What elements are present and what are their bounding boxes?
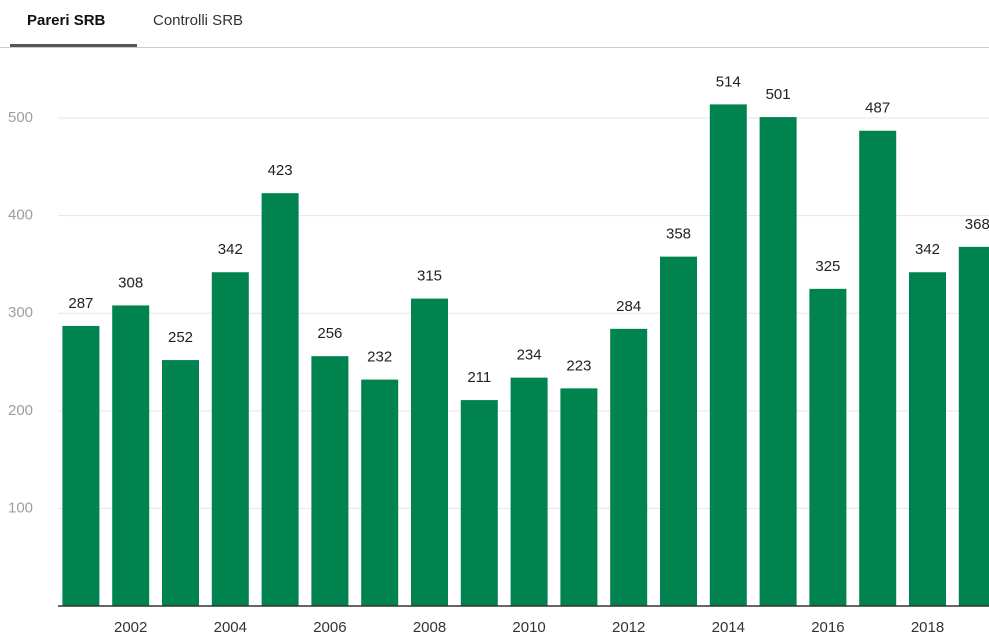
x-tick-label: 2004 bbox=[214, 619, 247, 636]
data-label: 514 bbox=[716, 73, 741, 90]
data-label: 501 bbox=[766, 86, 791, 103]
data-label: 358 bbox=[666, 226, 691, 243]
y-tick-label: 100 bbox=[8, 499, 33, 516]
data-label: 284 bbox=[616, 298, 641, 315]
tab-label[interactable]: Pareri SRB bbox=[27, 12, 106, 29]
x-tick-label: 2016 bbox=[811, 619, 844, 636]
x-tick-label: 2014 bbox=[712, 619, 745, 636]
bar bbox=[560, 388, 598, 606]
data-label: 252 bbox=[168, 329, 193, 346]
bar bbox=[909, 272, 946, 606]
x-tick-label: 2018 bbox=[911, 619, 944, 636]
bar bbox=[460, 400, 498, 606]
x-tick-label: 2008 bbox=[413, 619, 446, 636]
bar bbox=[112, 305, 150, 606]
bar bbox=[709, 104, 747, 606]
bar bbox=[162, 360, 199, 606]
data-label: 315 bbox=[417, 268, 442, 285]
bar bbox=[361, 379, 399, 606]
bar bbox=[859, 130, 897, 606]
data-label: 211 bbox=[467, 369, 491, 386]
data-label: 308 bbox=[118, 274, 143, 291]
data-label: 256 bbox=[317, 325, 342, 342]
data-label: 325 bbox=[815, 258, 840, 275]
y-tick-label: 500 bbox=[8, 109, 33, 126]
data-label: 287 bbox=[68, 295, 93, 312]
bar bbox=[958, 246, 989, 606]
x-tick-label: 2010 bbox=[512, 619, 545, 636]
y-tick-label: 300 bbox=[8, 304, 33, 321]
tab-label[interactable]: Controlli SRB bbox=[153, 12, 243, 29]
x-tick-label: 2006 bbox=[313, 619, 346, 636]
data-label: 368 bbox=[965, 216, 989, 233]
y-tick-label: 200 bbox=[8, 402, 33, 419]
bar bbox=[610, 328, 648, 606]
bar bbox=[759, 117, 797, 607]
data-label: 487 bbox=[865, 100, 890, 117]
bar bbox=[62, 325, 100, 606]
bar bbox=[809, 288, 847, 606]
y-tick-label: 400 bbox=[8, 207, 33, 224]
bar bbox=[211, 272, 249, 606]
data-label: 423 bbox=[268, 162, 293, 179]
data-label: 232 bbox=[367, 349, 392, 366]
data-label: 234 bbox=[517, 347, 542, 364]
bar bbox=[311, 356, 349, 606]
x-tick-label: 2012 bbox=[612, 619, 645, 636]
bar bbox=[660, 256, 697, 606]
data-label: 342 bbox=[915, 241, 940, 258]
data-label: 342 bbox=[218, 241, 243, 258]
x-tick-label: 2002 bbox=[114, 619, 147, 636]
bar bbox=[411, 298, 448, 606]
data-label: 223 bbox=[566, 357, 591, 374]
bar bbox=[261, 193, 299, 606]
bar bbox=[510, 377, 548, 606]
tab-indicator bbox=[10, 44, 137, 47]
